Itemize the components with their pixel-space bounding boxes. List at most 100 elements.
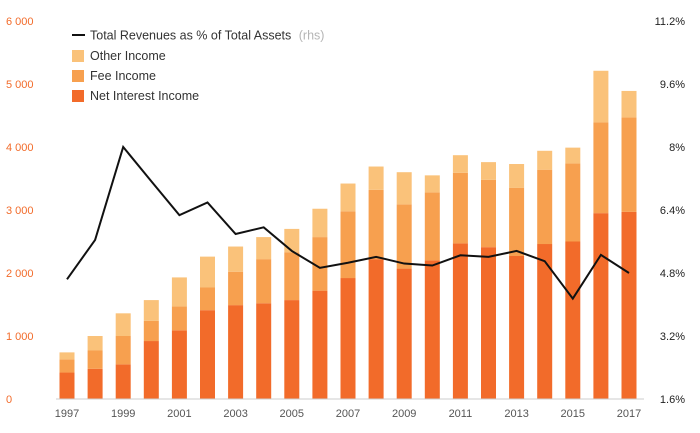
bar-fee-income-2000 <box>143 320 159 342</box>
bar-other-income-2011 <box>452 155 468 173</box>
bar-other-income-2002 <box>200 256 215 288</box>
bar-other-income-2014 <box>537 150 553 170</box>
left-tick-label: 1 000 <box>6 331 34 343</box>
bar-fee-income-2005 <box>284 252 300 301</box>
right-tick-label: 9.6% <box>660 79 685 91</box>
legend-line-name: Total Revenues as % of Total Assets <box>90 29 291 43</box>
x-tick-label-2015: 2015 <box>561 408 585 420</box>
legend-line-label: Total Revenues as % of Total Assets (rhs… <box>90 29 324 43</box>
bar-fee-income-2004 <box>256 259 272 304</box>
bar-fee-income-2017 <box>621 117 637 212</box>
bars-layer <box>59 70 637 399</box>
bar-other-income-2010 <box>424 175 440 193</box>
bar-other-income-2008 <box>368 166 384 190</box>
left-axis-ticks: 0 1 000 2 000 3 000 4 000 5 000 6 000 <box>6 16 34 406</box>
legend-net-interest-income-swatch <box>72 90 84 102</box>
legend-line-axis-note: (rhs) <box>299 29 325 43</box>
bar-net-interest-income-2017 <box>621 211 637 399</box>
left-tick-label: 3 000 <box>6 205 34 217</box>
x-tick-label-2011: 2011 <box>449 408 473 420</box>
bar-net-interest-income-2005 <box>284 300 300 399</box>
bar-other-income-2007 <box>340 183 356 212</box>
bar-fee-income-2002 <box>200 287 215 311</box>
bar-fee-income-2014 <box>537 169 553 245</box>
bar-net-interest-income-2003 <box>228 305 244 399</box>
bar-other-income-2004 <box>256 237 272 260</box>
bar-other-income-2016 <box>593 70 609 123</box>
bar-net-interest-income-2007 <box>340 278 356 399</box>
bar-other-income-2005 <box>284 228 300 253</box>
x-tick-label-2007: 2007 <box>336 408 360 420</box>
bar-other-income-2013 <box>509 164 525 188</box>
x-tick-label-2009: 2009 <box>392 408 416 420</box>
bar-fee-income-2006 <box>312 237 328 291</box>
bar-other-income-1997 <box>59 352 75 360</box>
bar-other-income-2015 <box>565 147 581 164</box>
bar-other-income-2012 <box>481 162 496 180</box>
bar-fee-income-2007 <box>340 211 356 279</box>
bar-fee-income-2003 <box>228 271 244 306</box>
bar-net-interest-income-2006 <box>312 290 328 399</box>
x-axis-ticks: 1997 1999 2001 2003 2005 2007 2009 2011 2013 2015… <box>55 408 641 420</box>
legend: Total Revenues as % of Total Assets (rhs… <box>72 29 324 103</box>
bar-fee-income-2001 <box>171 306 187 331</box>
x-tick-label-2003: 2003 <box>223 408 247 420</box>
bar-fee-income-2008 <box>368 189 384 260</box>
bar-net-interest-income-2015 <box>565 241 581 399</box>
bar-fee-income-2013 <box>509 187 525 256</box>
left-tick-label: 4 000 <box>6 142 34 154</box>
legend-other-income-label: Other Income <box>90 49 166 63</box>
bar-other-income-2003 <box>228 246 244 272</box>
bar-net-interest-income-2002 <box>200 310 215 399</box>
bar-net-interest-income-2000 <box>143 341 159 399</box>
right-tick-label: 3.2% <box>660 331 685 343</box>
left-tick-label: 6 000 <box>6 16 34 28</box>
x-tick-label-1999: 1999 <box>111 408 135 420</box>
bar-other-income-2006 <box>312 208 328 238</box>
bar-fee-income-2009 <box>396 204 412 269</box>
bar-net-interest-income-1997 <box>59 372 75 399</box>
bar-fee-income-2015 <box>565 163 581 242</box>
left-tick-label: 5 000 <box>6 79 34 91</box>
bar-fee-income-2012 <box>481 179 496 248</box>
right-tick-label: 4.8% <box>660 268 685 280</box>
bar-fee-income-1998 <box>87 350 103 369</box>
bar-fee-income-2011 <box>452 172 468 244</box>
right-tick-label: 6.4% <box>660 205 685 217</box>
legend-fee-income-label: Fee Income <box>90 69 156 83</box>
bar-other-income-2017 <box>621 90 637 118</box>
bar-other-income-2001 <box>171 277 187 307</box>
left-tick-label: 2 000 <box>6 268 34 280</box>
right-tick-label: 8% <box>669 142 685 154</box>
bar-net-interest-income-2010 <box>424 260 440 399</box>
left-tick-label: 0 <box>6 394 12 406</box>
right-tick-label: 1.6% <box>660 394 685 406</box>
bar-other-income-2009 <box>396 172 412 205</box>
legend-fee-income-swatch <box>72 70 84 82</box>
bar-net-interest-income-2011 <box>452 243 468 399</box>
x-tick-label-2013: 2013 <box>504 408 528 420</box>
legend-other-income-swatch <box>72 50 84 62</box>
bar-fee-income-1999 <box>115 336 131 365</box>
x-tick-label-1997: 1997 <box>55 408 79 420</box>
legend-net-interest-income-label: Net Interest Income <box>90 89 199 103</box>
bar-fee-income-1997 <box>59 359 75 373</box>
bar-other-income-1999 <box>115 313 131 336</box>
revenue-ratio-line <box>66 144 630 301</box>
right-tick-label: 11.2% <box>655 16 686 28</box>
bar-net-interest-income-1999 <box>115 364 131 399</box>
x-tick-label-2005: 2005 <box>280 408 304 420</box>
bar-net-interest-income-2008 <box>368 259 384 399</box>
bar-fee-income-2016 <box>593 122 609 214</box>
bar-net-interest-income-2001 <box>171 330 187 399</box>
bar-other-income-1998 <box>87 336 103 351</box>
right-axis-ticks: 1.6% 3.2% 4.8% 6.4% 8% 9.6% 11.2% <box>655 16 686 406</box>
bar-other-income-2000 <box>143 300 159 321</box>
bar-net-interest-income-2014 <box>537 244 553 399</box>
x-tick-label-2017: 2017 <box>617 408 641 420</box>
bar-net-interest-income-2013 <box>509 255 525 399</box>
x-tick-label-2001: 2001 <box>167 408 191 420</box>
bar-fee-income-2010 <box>424 192 440 261</box>
bar-net-interest-income-1998 <box>87 368 103 399</box>
bar-net-interest-income-2004 <box>256 303 272 399</box>
